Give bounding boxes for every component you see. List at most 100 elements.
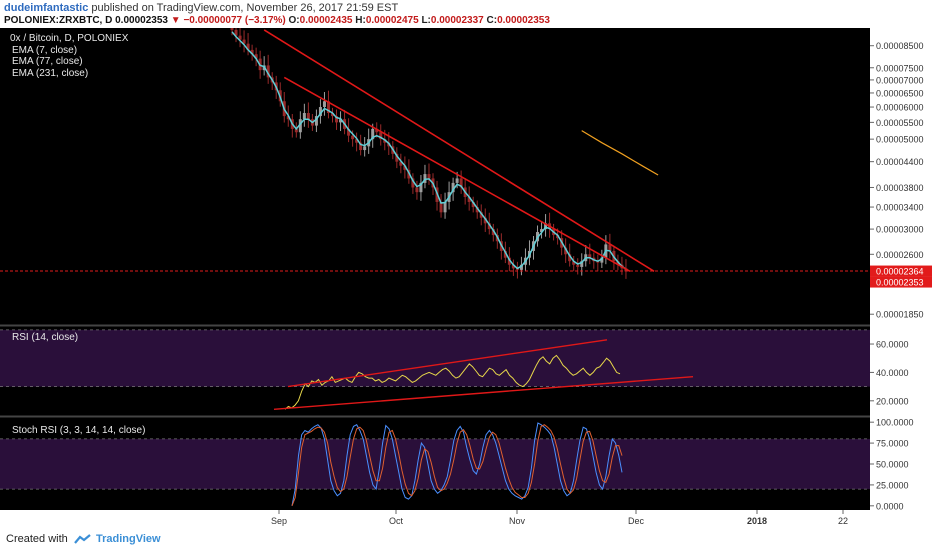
candle-body <box>355 139 359 143</box>
candle-body <box>266 65 270 78</box>
candle-body <box>383 139 387 143</box>
candle-body <box>483 217 487 224</box>
created-with-label: Created with <box>6 533 68 545</box>
candle-body <box>242 39 246 44</box>
price-change: −0.00000077 (−3.17%) <box>183 15 286 26</box>
price-tick-label: 0.00005000 <box>876 135 924 145</box>
high-label: H: <box>355 15 366 26</box>
candle-body <box>351 135 355 140</box>
price-tick-label: 0.00003000 <box>876 225 924 235</box>
candle-body <box>564 247 568 255</box>
candle-body <box>427 174 431 179</box>
candle-body <box>475 207 479 213</box>
last-price-badge <box>870 276 932 288</box>
time-tick-label: Nov <box>509 516 526 526</box>
candle-body <box>306 113 310 120</box>
price-tick-label: 0.00002600 <box>876 250 924 260</box>
price-tick-label: 0.00005500 <box>876 118 924 128</box>
candle-body <box>322 101 326 108</box>
candle-body <box>459 178 463 188</box>
candle-body <box>371 128 375 140</box>
candle-body <box>423 174 427 183</box>
stoch-tick-label: 0.0000 <box>876 501 904 511</box>
candle-body <box>326 101 330 114</box>
footer: Created with TradingView <box>0 528 932 550</box>
close-value: 0.00002353 <box>497 15 550 26</box>
candle-body <box>314 116 318 126</box>
candle-body <box>511 264 515 269</box>
candle-body <box>415 187 419 193</box>
main-pane-title: 0x / Bitcoin, D, POLONIEX <box>10 33 129 44</box>
author-link[interactable]: dudeimfantastic <box>4 2 89 14</box>
candle-body <box>568 254 572 262</box>
rsi-line <box>284 354 621 410</box>
stoch-band <box>0 438 870 490</box>
ema7-line <box>231 31 627 270</box>
candle-body <box>347 128 351 136</box>
candle-body <box>588 254 592 258</box>
price-tick-label: 0.00003800 <box>876 183 924 193</box>
candle-body <box>455 178 459 183</box>
candle-body <box>302 113 306 120</box>
ohlc-bar: POLONIEX:ZRXBTC, D 0.00002353 ▼ −0.00000… <box>4 15 550 27</box>
low-value: 0.00002337 <box>430 15 484 26</box>
marked-level-badge <box>870 265 932 277</box>
candle-body <box>363 146 367 151</box>
price-tick-label: 0.00006500 <box>876 88 924 98</box>
candle-body <box>519 264 523 270</box>
candle-body <box>419 182 423 193</box>
symbol-label: POLONIEX:ZRXBTC, D <box>4 15 113 26</box>
stoch-tick-label: 25.0000 <box>876 480 909 490</box>
down-arrow-icon: ▼ <box>170 15 181 26</box>
ema7-legend: EMA (7, close) <box>12 45 77 56</box>
close-label: C: <box>486 15 498 26</box>
candle-body <box>318 107 322 117</box>
open-value: 0.00002435 <box>299 15 353 26</box>
candle-body <box>487 223 491 230</box>
candle-body <box>230 28 234 30</box>
candle-body <box>600 257 604 263</box>
candle-body <box>238 35 242 40</box>
rsi-pane-title: RSI (14, close) <box>12 332 78 343</box>
tradingview-logo-icon[interactable] <box>74 534 92 547</box>
rsi-lower-trendline <box>273 375 694 411</box>
price-tick-label: 0.00006000 <box>876 103 924 113</box>
stoch-tick-label: 50.0000 <box>876 460 909 470</box>
candle-body <box>608 244 612 251</box>
candle-body <box>399 161 403 166</box>
high-value: 0.00002475 <box>365 15 419 26</box>
price-tick-label: 0.00004400 <box>876 157 924 167</box>
chart-background <box>0 28 870 510</box>
candle-body <box>298 119 302 133</box>
candle-body <box>544 223 548 230</box>
candle-body <box>339 119 343 123</box>
candle-body <box>379 132 383 140</box>
time-tick-label: Dec <box>628 516 645 526</box>
candle-body <box>375 128 379 133</box>
candle-body <box>331 113 334 117</box>
last-price-badge-text: 0.00002353 <box>876 278 924 288</box>
price-tick-label: 0.00007000 <box>876 75 924 85</box>
candle-body <box>467 196 471 202</box>
published-text: published on TradingView.com, November 2… <box>91 2 399 14</box>
candle-body <box>471 201 475 208</box>
chart-area[interactable]: 0.00008500 0.00007500 0.00007000 0.00006500… <box>0 28 932 528</box>
rsi-tick-label: 20.0000 <box>876 396 909 406</box>
rsi-band <box>0 329 870 387</box>
time-tick-label: 2018 <box>747 516 767 526</box>
candle-body <box>250 49 254 55</box>
candle-body <box>395 153 399 162</box>
last-price: 0.00002353 <box>115 15 168 26</box>
stoch-k-line <box>291 422 623 506</box>
ema231-legend: EMA (231, close) <box>12 68 88 79</box>
candle-body <box>572 261 576 265</box>
candle-body <box>540 229 544 233</box>
trendline <box>263 29 655 273</box>
candle-body <box>286 116 290 120</box>
candle-body <box>234 29 238 36</box>
tradingview-brand-link[interactable]: TradingView <box>96 533 161 545</box>
rsi-upper-trendline <box>287 339 608 388</box>
ema77-legend: EMA (77, close) <box>12 56 83 67</box>
price-tick-label: 0.00007500 <box>876 63 924 73</box>
